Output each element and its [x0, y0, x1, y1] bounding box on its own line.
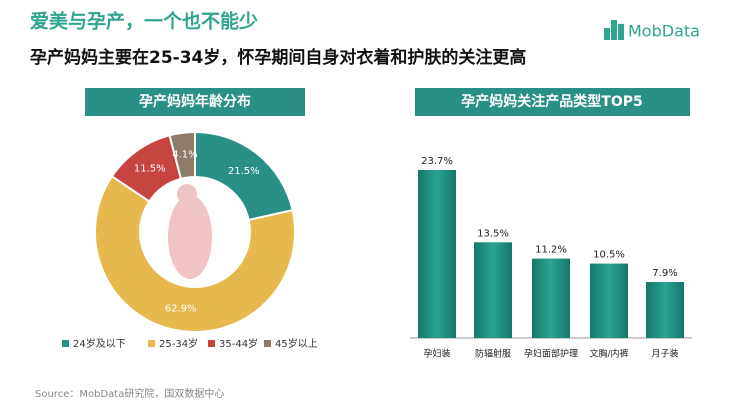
chart-title-bg: [415, 88, 690, 116]
title: 爱美与孕产，一个也不能少: [30, 10, 258, 33]
data-label: 21.5%: [228, 166, 260, 177]
data-label: 11.5%: [134, 163, 166, 174]
legend-label: 45岁以上: [275, 337, 318, 350]
subtitle: 孕产妈妈主要在25-34岁，怀孕期间自身对衣着和护肤的关注更高: [30, 47, 526, 68]
bar: [590, 263, 628, 338]
data-label: 4.1%: [172, 150, 197, 161]
x-tick-label: 防辐射服: [475, 348, 511, 360]
logo: MobData: [628, 22, 700, 41]
data-label: 11.2%: [535, 245, 567, 256]
logo-icon: [604, 20, 624, 40]
chart-title: 孕产妈妈关注产品类型TOP5: [461, 93, 642, 110]
bar: [532, 258, 570, 338]
data-label: 10.5%: [593, 250, 625, 261]
data-label: 62.9%: [165, 304, 197, 315]
legend-label: 25-34岁: [159, 337, 198, 350]
donut-segment: [168, 130, 196, 181]
legend-swatch: [208, 340, 215, 347]
pregnant-icon: [168, 195, 212, 279]
legend-swatch: [264, 340, 271, 347]
chart-title-bg: [85, 88, 305, 116]
x-tick-label: 孕妇装: [423, 348, 450, 360]
legend-swatch: [148, 340, 155, 347]
pregnant-icon-head: [177, 184, 197, 204]
data-label: 13.5%: [477, 228, 509, 239]
data-label: 23.7%: [421, 156, 453, 167]
bar: [646, 282, 684, 338]
chart-title: 孕产妈妈年龄分布: [139, 93, 251, 110]
x-tick-label: 文胸/内裤: [589, 348, 628, 360]
legend-label: 35-44岁: [219, 337, 258, 350]
bar: [474, 242, 512, 338]
bar: [418, 170, 456, 338]
x-tick-label: 孕妇面部护理: [524, 348, 578, 360]
legend-swatch: [62, 340, 69, 347]
legend-label: 24岁及以下: [73, 337, 126, 350]
x-tick-label: 月子装: [651, 348, 678, 360]
data-label: 7.9%: [652, 268, 677, 279]
source: Source：MobData研究院，国双数据中心: [35, 387, 224, 400]
donut-segment: [94, 174, 296, 333]
